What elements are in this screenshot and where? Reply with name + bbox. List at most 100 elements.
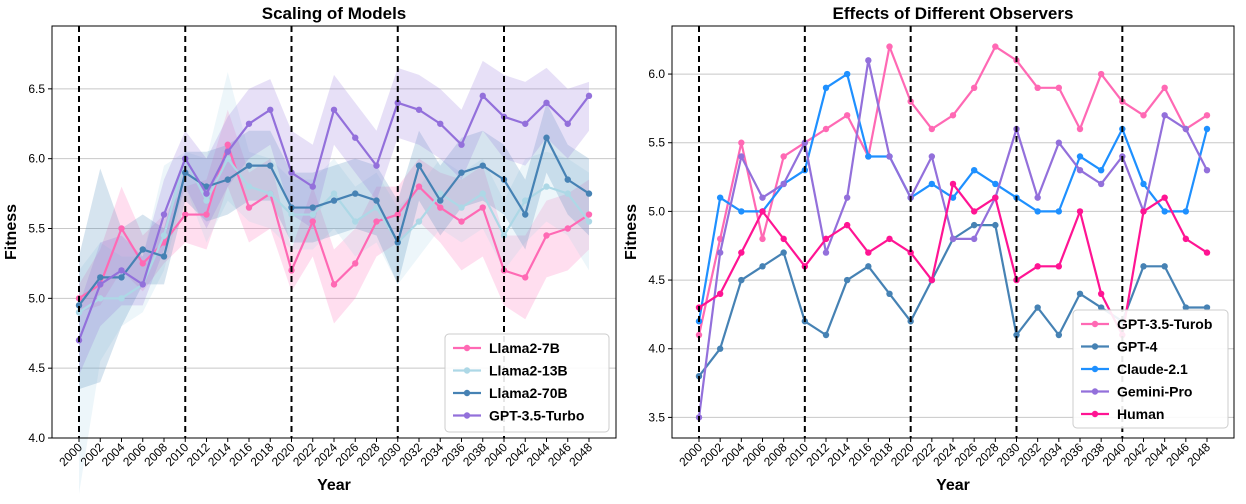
point-gpt-4 (1034, 304, 1041, 311)
point-claude-2-1 (738, 208, 745, 215)
legend-label-gemini-pro: Gemini-Pro (1117, 384, 1192, 400)
point-gpt-3-5-turob (738, 139, 745, 146)
point-gpt-3-5-turbo (352, 134, 359, 141)
point-human (970, 208, 978, 215)
point-gemini-pro (928, 153, 936, 160)
point-gpt-3-5-turob (970, 84, 978, 92)
point-gemini-pro (1161, 112, 1168, 119)
point-gpt-3-5-turbo (330, 106, 338, 113)
point-gemini-pro (1182, 125, 1190, 133)
point-human (1076, 208, 1084, 215)
point-llama2-7b (394, 211, 401, 218)
point-gpt-3-5-turob (759, 235, 766, 243)
point-gpt-3-5-turob (1161, 84, 1168, 92)
point-gpt-3-5-turbo (139, 281, 146, 288)
legend-label-gpt-3-5-turob: GPT-3.5-Turob (1117, 316, 1212, 332)
point-gpt-4 (780, 249, 787, 256)
point-gpt-3-5-turbo (458, 141, 465, 148)
point-llama2-13b (267, 190, 274, 197)
point-llama2-13b (288, 211, 295, 218)
legend-label-gpt-3-5-turbo: GPT-3.5-Turbo (489, 408, 584, 424)
point-llama2-7b (330, 281, 338, 288)
point-llama2-7b (458, 218, 465, 225)
point-llama2-7b (245, 204, 253, 211)
point-llama2-7b (543, 232, 550, 239)
point-gpt-4 (1097, 304, 1105, 311)
legend-label-llama2-13b: Llama2-13B (489, 363, 568, 379)
legend-box (1072, 309, 1229, 429)
point-gemini-pro (949, 235, 957, 243)
x-tick-label: 2048 (566, 440, 595, 469)
point-llama2-70b (97, 274, 104, 281)
band-llama2-13b (79, 72, 589, 494)
point-gpt-3-5-turbo (160, 211, 168, 218)
point-gemini-pro (738, 153, 745, 160)
chart-title: Scaling of Models (262, 4, 407, 23)
point-human (1055, 263, 1063, 270)
y-tick-label: 6.0 (648, 67, 665, 81)
point-human (780, 235, 787, 243)
point-human (1203, 249, 1211, 256)
point-llama2-70b (415, 162, 423, 169)
point-human (992, 194, 999, 201)
point-llama2-70b (394, 239, 401, 246)
y-tick-label: 4.0 (28, 431, 45, 445)
legend-label-llama2-7b: Llama2-7B (489, 340, 560, 356)
point-gemini-pro (759, 194, 766, 201)
y-tick-label: 6.0 (28, 152, 45, 166)
point-llama2-7b (585, 211, 593, 218)
point-llama2-13b (522, 197, 529, 204)
point-llama2-13b (500, 232, 508, 239)
point-claude-2-1 (1140, 180, 1147, 188)
legend-marker-claude-2-1 (1091, 365, 1099, 373)
panel-scaling-of-models: 4.04.55.05.56.06.52000200220042006200820… (3, 4, 617, 494)
point-gemini-pro (886, 153, 893, 160)
point-gpt-4 (1055, 331, 1063, 339)
point-llama2-70b (118, 274, 125, 281)
point-llama2-70b (75, 302, 83, 309)
y-tick-label: 3.5 (648, 410, 665, 424)
point-gpt-3-5-turob (949, 112, 957, 119)
point-gpt-3-5-turob (1203, 112, 1211, 119)
y-tick-label: 5.0 (648, 204, 665, 218)
point-llama2-13b (75, 309, 83, 316)
point-llama2-7b (118, 225, 125, 232)
point-gpt-3-5-turob (843, 112, 851, 119)
point-gpt-3-5-turob (780, 153, 787, 160)
point-llama2-7b (309, 218, 316, 225)
point-claude-2-1 (928, 180, 936, 188)
point-human (865, 249, 872, 256)
point-gpt-3-5-turob (1076, 125, 1084, 133)
legend-marker-llama2-7b (463, 344, 471, 352)
point-gpt-4 (716, 345, 724, 352)
point-claude-2-1 (1034, 208, 1041, 215)
point-gemini-pro (716, 249, 724, 256)
band-llama2-7b (79, 109, 589, 324)
point-gpt-4 (1161, 263, 1168, 270)
point-llama2-7b (522, 274, 529, 281)
point-llama2-70b (543, 134, 550, 141)
point-llama2-13b (203, 197, 210, 204)
point-llama2-13b (458, 204, 465, 211)
point-llama2-70b (182, 169, 189, 176)
point-human (1161, 194, 1168, 201)
point-llama2-70b (437, 197, 444, 204)
point-gpt-3-5-turob (928, 125, 936, 133)
point-human (928, 276, 936, 284)
point-gpt-3-5-turob (1140, 112, 1147, 119)
point-llama2-13b (437, 190, 444, 197)
point-llama2-7b (203, 211, 210, 218)
legend-label-claude-2-1: Claude-2.1 (1117, 361, 1188, 377)
point-llama2-13b (245, 183, 253, 190)
point-gpt-3-5-turbo (543, 99, 550, 107)
point-gpt-3-5-turob (822, 125, 830, 133)
point-gpt-4 (1076, 290, 1084, 297)
point-gpt-3-5-turbo (437, 120, 444, 127)
point-human (949, 180, 957, 188)
point-gpt-3-5-turbo (564, 120, 571, 127)
point-llama2-70b (330, 197, 338, 204)
chart-title: Effects of Different Observers (833, 4, 1074, 23)
y-tick-label: 5.0 (28, 291, 45, 305)
legend-label-human: Human (1117, 406, 1164, 422)
point-claude-2-1 (716, 194, 724, 201)
